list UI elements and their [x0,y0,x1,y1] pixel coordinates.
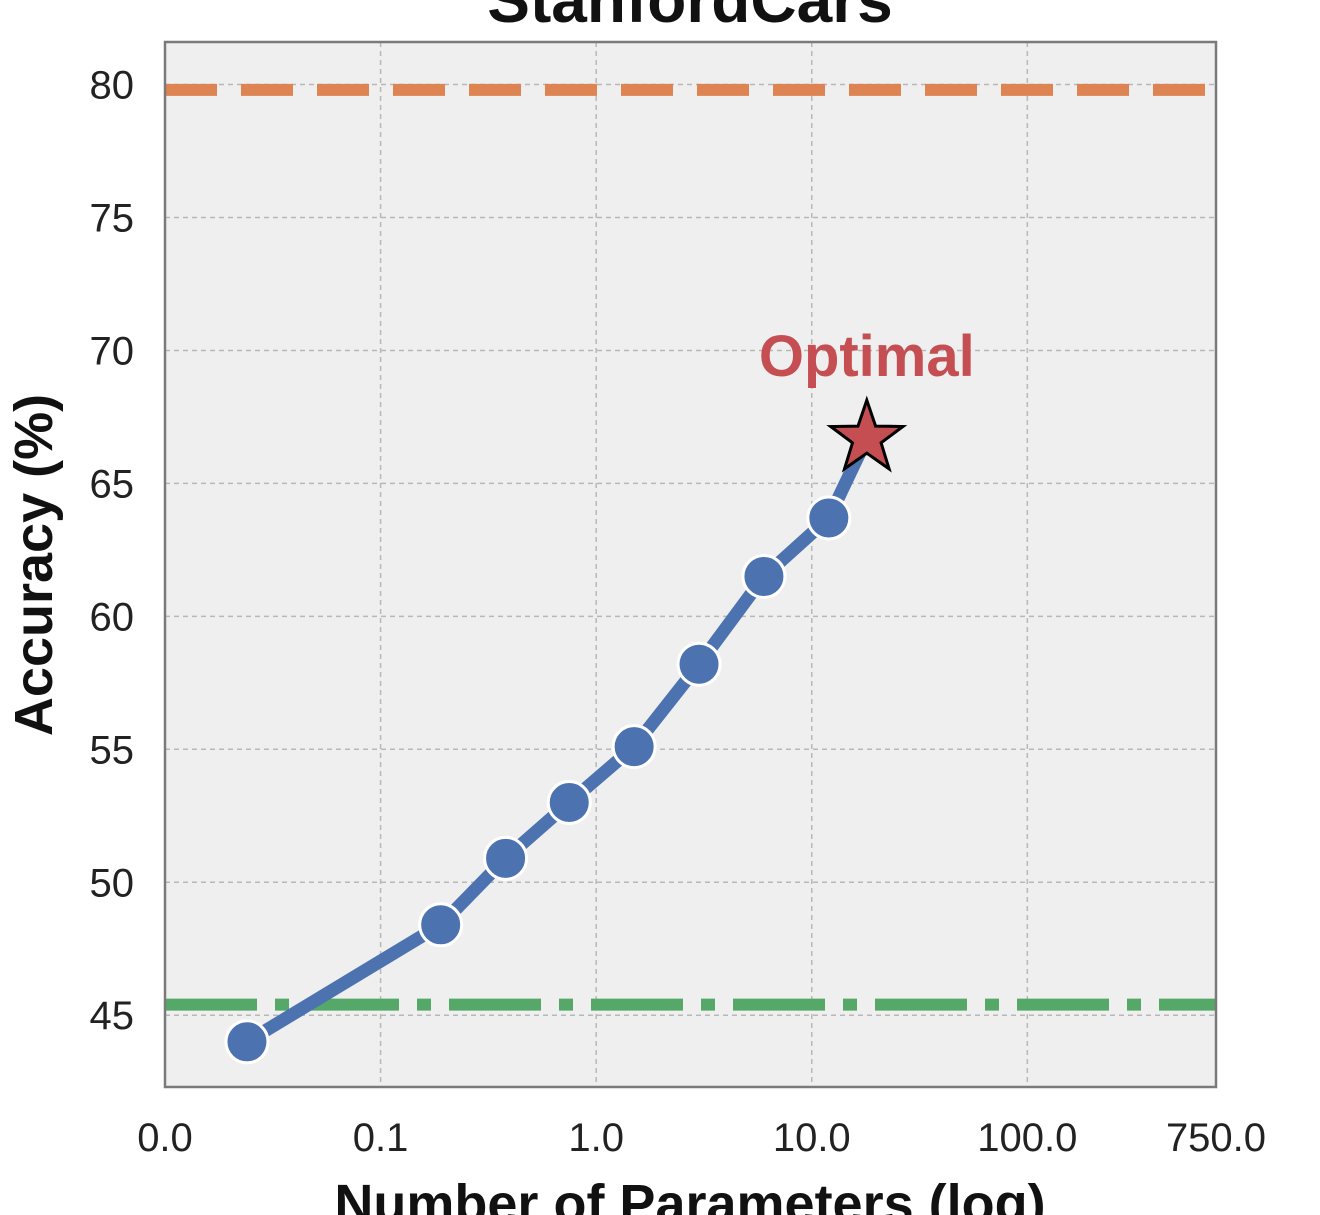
plot-area [165,42,1216,1087]
reference-lines [165,83,1216,1011]
plot-frame [163,40,1218,1089]
x-tick-labels: 0.0 0.1 1.0 10.0 100.0 750.0 [137,1116,1266,1160]
y-tick-label: 60 [90,595,135,639]
x-tick-label: 0.1 [353,1116,409,1160]
chart-title: StanfordCars [487,0,892,36]
y-tick-label: 75 [90,196,135,240]
data-point [224,1019,270,1065]
optimal-label: Optimal [759,324,975,389]
x-tick-label: 1.0 [568,1116,624,1160]
data-point [546,779,592,825]
plot-border [163,40,1218,1089]
x-axis-title: Number of Parameters (log) [334,1174,1045,1215]
y-tick-label: 45 [90,994,135,1038]
y-tick-label: 50 [90,861,135,905]
data-point [611,724,657,770]
data-point [741,553,787,599]
x-tick-label: 10.0 [773,1116,851,1160]
y-tick-labels: 45 50 55 60 65 70 75 80 [90,64,135,1039]
y-tick-label: 80 [90,64,135,108]
y-tick-label: 65 [90,462,135,506]
y-axis-title: Accuracy (%) [4,394,64,736]
y-tick-label: 55 [90,728,135,772]
x-tick-label: 0.0 [137,1116,193,1160]
x-tick-label: 750.0 [1166,1116,1266,1160]
data-point [483,835,529,881]
data-point [806,495,852,541]
data-point [676,641,722,687]
data-point [418,902,464,948]
data-series [224,431,874,1065]
x-tick-label: 100.0 [977,1116,1077,1160]
annotations: Optimal [759,324,975,473]
plot-background [165,42,1216,1087]
optimal-star-marker [826,395,908,473]
y-tick-label: 70 [90,329,135,373]
